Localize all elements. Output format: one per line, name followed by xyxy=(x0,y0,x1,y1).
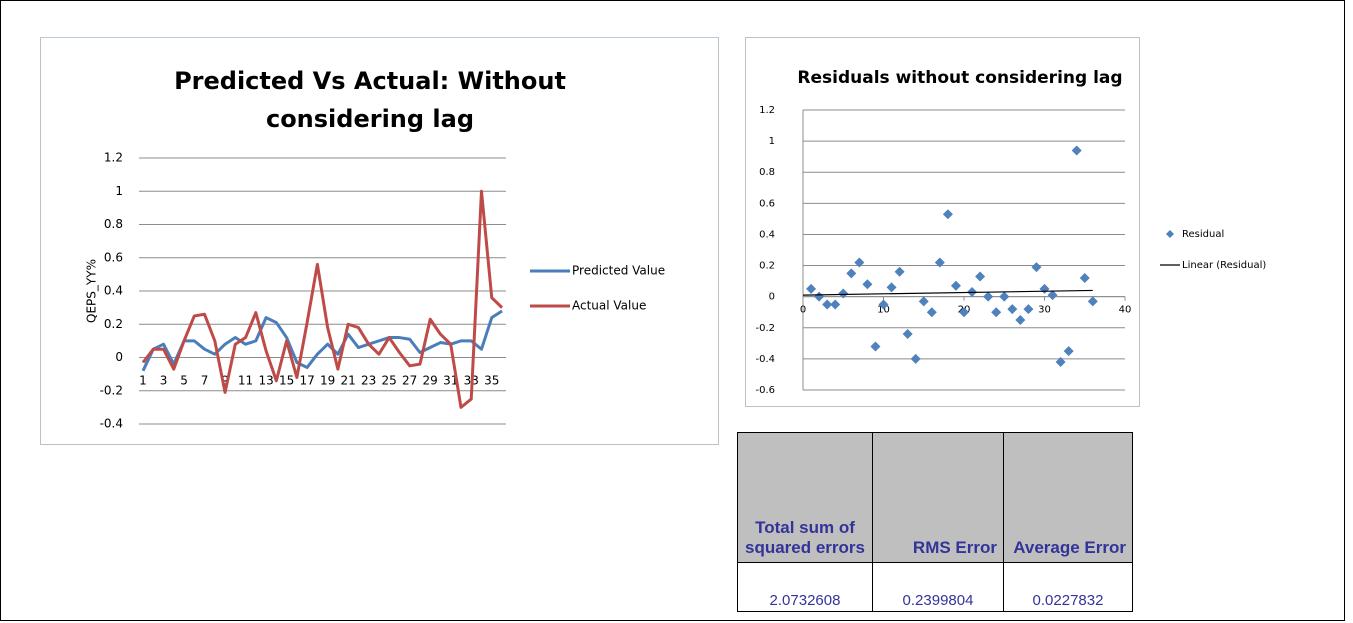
y-tick-label: -0.4 xyxy=(755,354,775,365)
chart-title: Predicted Vs Actual: Without considering… xyxy=(174,67,566,133)
x-tick-label: 21 xyxy=(341,374,356,388)
x-tick-label: 3 xyxy=(160,374,168,388)
y-tick-label: 0.2 xyxy=(759,261,775,272)
point xyxy=(975,271,986,282)
point xyxy=(1071,145,1082,156)
point xyxy=(934,257,945,268)
point xyxy=(959,307,969,318)
point xyxy=(830,299,841,310)
point xyxy=(1031,262,1042,273)
y-tick-label: 0 xyxy=(115,350,123,364)
x-tick-label: 40 xyxy=(1119,305,1132,316)
x-tick-label: 0 xyxy=(800,305,806,316)
y-tick-label: 0.4 xyxy=(759,229,775,240)
point xyxy=(1047,290,1058,301)
x-tick-label: 35 xyxy=(484,374,499,388)
y-tick-label: 0.8 xyxy=(104,217,123,231)
x-tick-label: 17 xyxy=(299,374,314,388)
x-tick-label: 9 xyxy=(221,374,229,388)
x-tick-label: 23 xyxy=(361,374,376,388)
y-tick-label: -0.4 xyxy=(100,417,123,431)
point xyxy=(926,307,937,318)
point xyxy=(854,257,865,268)
x-tick-label: 25 xyxy=(382,374,397,388)
y-tick-label: 1 xyxy=(115,184,123,198)
cell: 0.0227832 xyxy=(1003,562,1133,612)
legend-swatch xyxy=(1166,230,1174,238)
point xyxy=(1039,283,1050,294)
x-tick-label: 7 xyxy=(201,374,209,388)
y-tick-label: -0.2 xyxy=(755,323,775,334)
series-line xyxy=(141,189,504,409)
y-tick-label: 0.2 xyxy=(104,317,123,331)
point xyxy=(886,282,897,293)
point xyxy=(910,353,921,364)
point xyxy=(983,291,994,302)
legend-label: Linear (Residual) xyxy=(1182,260,1266,271)
cell: 2.0732608 xyxy=(737,562,873,612)
x-tick-label: 13 xyxy=(258,374,273,388)
trendline xyxy=(802,289,1093,296)
y-tick-label: 0.8 xyxy=(759,167,775,178)
point xyxy=(1087,296,1098,307)
y-tick-label: -0.2 xyxy=(100,383,123,397)
y-tick-label: 0.6 xyxy=(104,250,123,264)
point xyxy=(1007,304,1018,315)
point xyxy=(870,341,881,352)
x-tick-label: 15 xyxy=(279,374,294,388)
point xyxy=(999,291,1010,302)
x-tick-label: 10 xyxy=(877,305,890,316)
header-cell: Average Error xyxy=(1003,432,1133,563)
x-tick-label: 19 xyxy=(320,374,335,388)
point xyxy=(1023,304,1034,315)
y-tick-label: -0.6 xyxy=(755,385,775,396)
y-tick-label: 1.2 xyxy=(104,151,123,165)
y-tick-label: 0.6 xyxy=(759,198,775,209)
chart-title: Residuals without considering lag xyxy=(797,68,1123,88)
point xyxy=(814,291,825,302)
x-tick-label: 30 xyxy=(1038,305,1051,316)
legend-label: Actual Value xyxy=(572,299,646,313)
point xyxy=(862,279,873,290)
y-axis-label: QEPS_YY% xyxy=(85,259,99,323)
point xyxy=(846,268,857,279)
point xyxy=(806,283,817,294)
chart-box xyxy=(40,37,719,445)
legend-label: Residual xyxy=(1182,229,1224,240)
series-line xyxy=(141,309,503,372)
point xyxy=(918,296,929,307)
point xyxy=(894,266,905,277)
y-tick-label: 0.4 xyxy=(104,284,123,298)
y-tick-label: 1.2 xyxy=(759,105,775,116)
legend-label: Predicted Value xyxy=(572,264,665,278)
y-tick-label: 1 xyxy=(769,136,775,147)
x-tick-label: 5 xyxy=(180,374,188,388)
x-tick-label: 11 xyxy=(238,374,253,388)
point xyxy=(822,299,833,310)
point xyxy=(991,307,1002,318)
point xyxy=(1015,315,1026,325)
cell: 0.2399804 xyxy=(872,562,1004,612)
point xyxy=(1063,346,1074,357)
header-cell: Total sum of squared errors xyxy=(737,432,873,563)
x-tick-label: 29 xyxy=(423,374,438,388)
point xyxy=(942,209,953,220)
chart-box xyxy=(745,37,1140,407)
point xyxy=(838,288,849,299)
point xyxy=(1055,357,1066,367)
x-tick-label: 27 xyxy=(402,374,417,388)
x-tick-label: 1 xyxy=(139,374,147,388)
error-table: Total sum of squared errors RMS Error Av… xyxy=(737,432,1133,612)
header-cell: RMS Error xyxy=(872,432,1004,563)
point xyxy=(902,329,913,339)
point xyxy=(1079,273,1090,283)
point xyxy=(878,299,889,310)
point xyxy=(950,280,961,291)
y-tick-label: 0 xyxy=(769,292,775,303)
